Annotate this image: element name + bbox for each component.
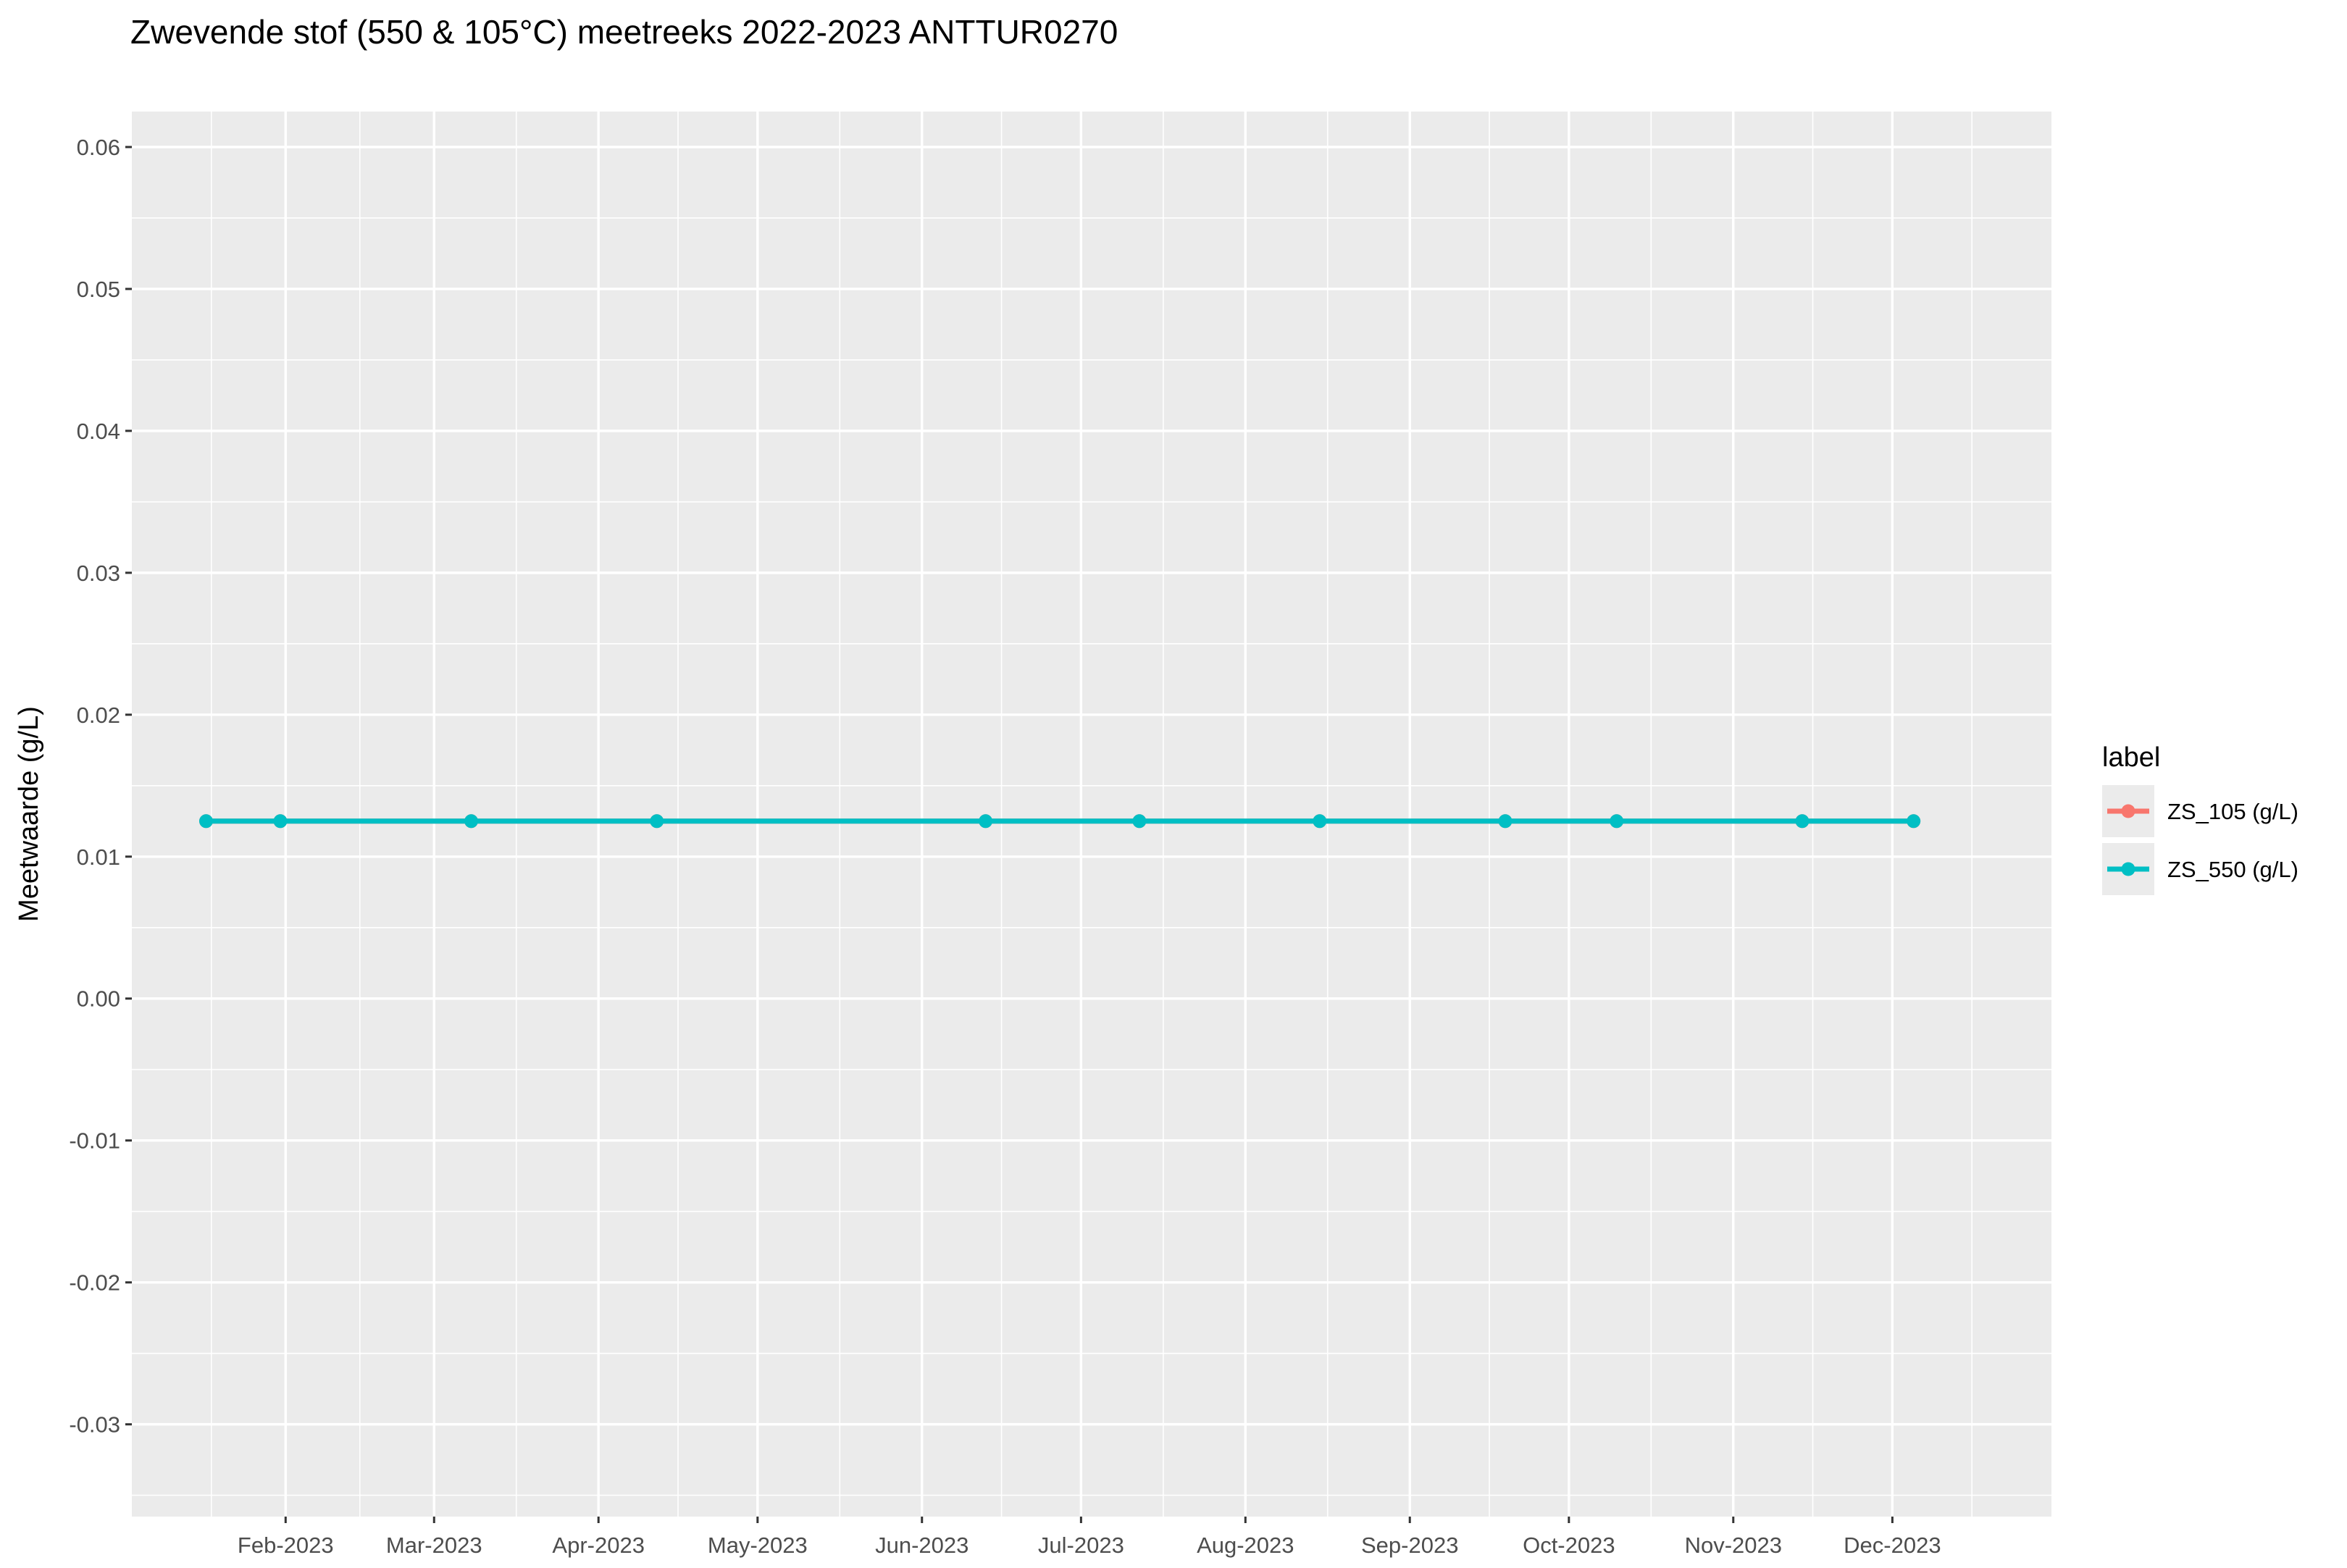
data-point <box>1498 814 1513 829</box>
legend-key-point <box>2121 804 2135 818</box>
y-tick-label: 0.03 <box>77 561 120 586</box>
y-tick-label: 0.00 <box>77 986 120 1012</box>
x-tick-label: May-2023 <box>708 1533 808 1558</box>
x-tick-label: Aug-2023 <box>1197 1533 1294 1558</box>
legend-label: ZS_105 (g/L) <box>2167 799 2298 824</box>
y-tick-label: -0.01 <box>69 1128 120 1154</box>
x-tick-label: Feb-2023 <box>238 1533 334 1558</box>
y-tick-label: -0.02 <box>69 1270 120 1296</box>
legend-title: label <box>2102 742 2160 773</box>
data-point <box>1795 814 1810 829</box>
y-tick-label: 0.06 <box>77 135 120 160</box>
y-tick-label: 0.01 <box>77 844 120 870</box>
data-point <box>1313 814 1327 829</box>
legend-key-point <box>2121 862 2135 876</box>
y-tick-label: -0.03 <box>69 1412 120 1438</box>
data-point <box>464 814 479 829</box>
legend: label ZS_105 (g/L) ZS_550 (g/L) <box>2102 742 2298 895</box>
x-tick-label: Oct-2023 <box>1523 1533 1615 1558</box>
chart-title: Zwevende stof (550 & 105°C) meetreeks 20… <box>130 13 1118 51</box>
data-point <box>1132 814 1147 829</box>
data-point <box>979 814 993 829</box>
y-tick-label: 0.04 <box>77 419 120 444</box>
x-tick-label: Jun-2023 <box>875 1533 968 1558</box>
major-gridlines <box>132 112 2051 1517</box>
x-tick-label: Nov-2023 <box>1685 1533 1782 1558</box>
legend-label: ZS_550 (g/L) <box>2167 857 2298 882</box>
data-point <box>1907 814 1921 829</box>
series-2 <box>198 814 1921 829</box>
data-point <box>1610 814 1624 829</box>
data-point <box>273 814 288 829</box>
x-tick-label: Sep-2023 <box>1361 1533 1458 1558</box>
plot-panel <box>132 112 2051 1517</box>
y-tick-label: 0.05 <box>77 277 120 302</box>
series-layer <box>198 814 1921 829</box>
y-tick-label: 0.02 <box>77 703 120 728</box>
x-axis: Feb-2023 Mar-2023 Apr-2023 May-2023 Jun-2023… <box>238 1517 1941 1558</box>
x-tick-label: Mar-2023 <box>386 1533 482 1558</box>
x-tick-label: Dec-2023 <box>1844 1533 1941 1558</box>
y-axis: -0.03 -0.02 -0.01 0.00 0.01 0.02 0.03 0.04 0.05 0… <box>69 135 132 1438</box>
x-tick-label: Jul-2023 <box>1038 1533 1124 1558</box>
data-point <box>650 814 664 829</box>
y-axis-label: Meetwaarde (g/L) <box>14 706 44 922</box>
x-tick-label: Apr-2023 <box>552 1533 645 1558</box>
data-point <box>198 814 213 829</box>
